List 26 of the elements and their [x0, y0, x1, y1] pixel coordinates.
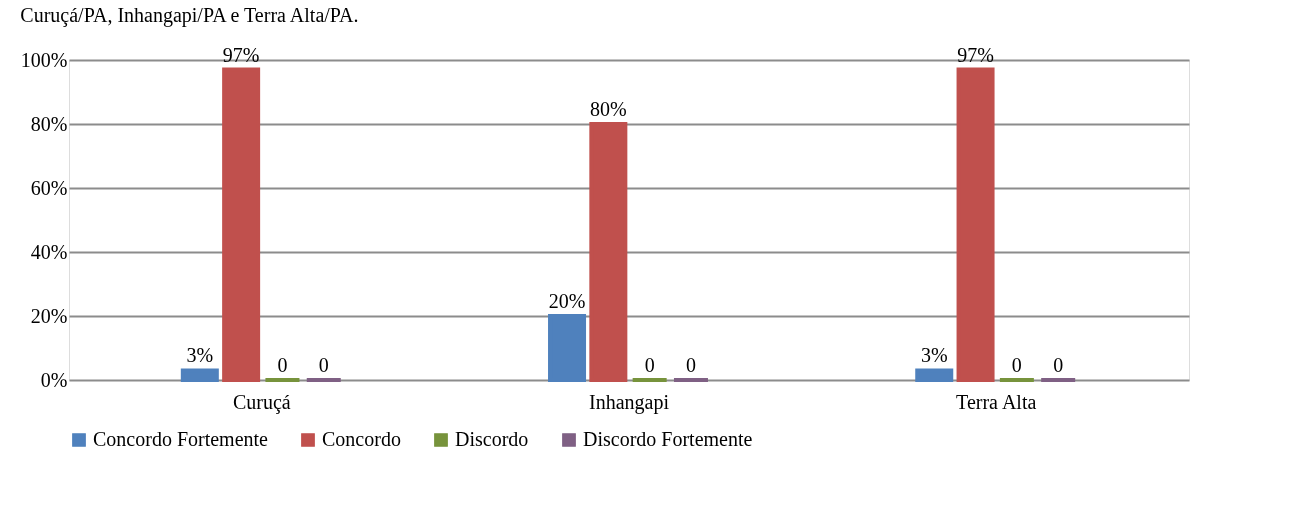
- data-label: 0: [1053, 354, 1064, 376]
- x-tick-label: Inhangapi: [589, 390, 670, 414]
- legend-label: Concordo Fortemente: [93, 428, 269, 450]
- legend-label: Discordo: [455, 428, 529, 450]
- data-label: 0: [1011, 354, 1022, 376]
- y-tick-label: 40%: [30, 240, 68, 263]
- data-label: 0: [685, 354, 696, 376]
- x-tick-label: Curuçá: [232, 390, 291, 414]
- data-label: 0: [318, 354, 329, 376]
- data-label: 97%: [222, 43, 260, 66]
- legend-label: Discordo Fortemente: [583, 428, 753, 450]
- x-tick-label: Terra Alta: [956, 390, 1037, 413]
- text: Curuçá/PA, Inhangapi/PA e Terra Alta/PA.: [20, 3, 359, 27]
- y-tick-label: 0%: [40, 368, 68, 391]
- y-tick-label: 80%: [30, 112, 68, 135]
- legend-label: Concordo: [322, 428, 401, 450]
- data-label: 0: [277, 354, 288, 376]
- y-tick-label: 100%: [20, 48, 68, 71]
- data-label: 20%: [548, 290, 586, 312]
- data-label: 3%: [186, 344, 214, 367]
- y-tick-label: 20%: [30, 304, 68, 327]
- data-label: 0: [644, 354, 655, 376]
- y-tick-label: 60%: [30, 176, 68, 199]
- data-label: 80%: [590, 98, 627, 120]
- data-label: 97%: [957, 43, 994, 66]
- data-label: 3%: [920, 344, 948, 367]
